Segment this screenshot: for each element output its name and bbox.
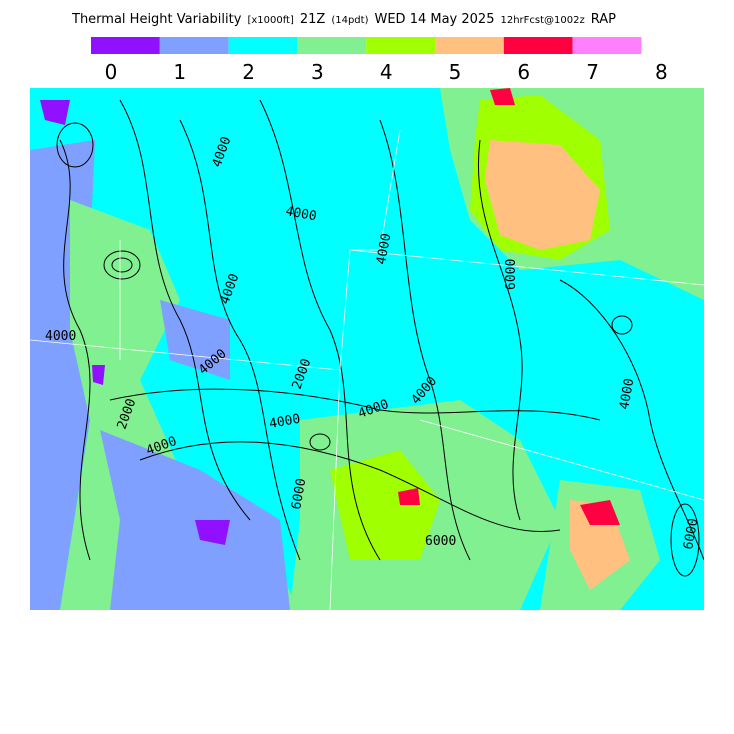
title-part: (14pdt) (331, 15, 368, 26)
legend-swatch (91, 37, 160, 54)
legend-label: 7 (586, 60, 599, 84)
legend-label: 5 (449, 60, 462, 84)
field-region (40, 100, 70, 125)
contour-label: 6000 (504, 259, 519, 290)
field-region (330, 450, 440, 560)
legend-label: 2 (242, 60, 255, 84)
title-part: RAP (591, 12, 616, 27)
contour-label: 6000 (681, 517, 701, 550)
legend-label: 3 (311, 60, 324, 84)
legend: 0 1 2 3 4 5 6 7 8 (91, 37, 668, 84)
field-region (160, 300, 230, 380)
title-part: [x1000ft] (247, 15, 294, 26)
legend-swatch (366, 37, 435, 54)
contour-label: 4000 (268, 412, 301, 432)
contours (56, 99, 704, 577)
legend-swatch (228, 37, 298, 54)
field-region (398, 488, 420, 505)
state-borders (30, 129, 704, 610)
title-part: 21Z (300, 12, 326, 27)
title-part: 12hrFcst@1002z (500, 15, 584, 26)
field-region (92, 365, 105, 385)
title-part: WED 14 May 2025 (374, 12, 494, 27)
field-region (485, 140, 600, 250)
legend-label: 0 (105, 60, 118, 84)
contour-label: 6000 (425, 534, 456, 549)
legend-label: 4 (380, 60, 393, 84)
legend-swatch (503, 37, 573, 54)
field-region (580, 500, 620, 525)
legend-label: 1 (173, 60, 186, 84)
field-region (490, 88, 515, 105)
contour-label: 4000 (284, 204, 317, 224)
contour-label: 4000 (374, 232, 394, 265)
title-part: Thermal Height Variability (71, 12, 242, 27)
field-region (195, 520, 230, 545)
map: 4000400040004000400040002000200040004000… (30, 88, 704, 610)
legend-swatch (435, 37, 504, 54)
contour-label: 6000 (289, 477, 309, 510)
title: Thermal Height Variability [x1000ft] 21Z (1… (71, 12, 616, 27)
contour-label: 4000 (45, 329, 76, 344)
contour-label: 4000 (617, 377, 637, 410)
legend-swatch (572, 37, 642, 54)
legend-swatch (297, 37, 367, 54)
legend-label: 8 (655, 60, 668, 84)
legend-label: 6 (517, 60, 530, 84)
legend-swatch (159, 37, 229, 54)
